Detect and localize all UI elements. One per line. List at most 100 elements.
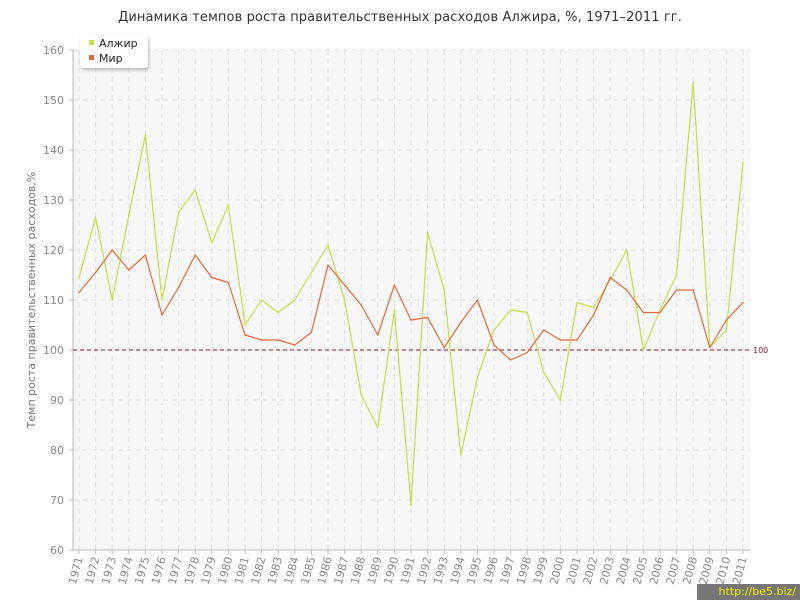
legend-item-world[interactable]: Мир — [89, 52, 123, 66]
data-point-algeria — [94, 216, 97, 219]
data-point-world — [443, 346, 446, 349]
data-point-world — [543, 329, 545, 331]
data-point-algeria — [128, 214, 130, 216]
data-point-algeria — [493, 329, 495, 331]
data-point-world — [609, 276, 611, 279]
data-point-world — [377, 334, 379, 336]
y-tick-label: 90 — [50, 394, 64, 407]
data-point-world — [626, 289, 628, 291]
data-point-world — [227, 281, 230, 284]
data-point-algeria — [260, 299, 263, 301]
data-point-algeria — [443, 289, 446, 291]
data-point-algeria — [742, 161, 744, 164]
data-point-world — [260, 339, 263, 341]
data-point-algeria — [211, 241, 213, 244]
data-point-algeria — [194, 189, 196, 191]
y-tick-label: 150 — [43, 94, 64, 107]
data-point-world — [327, 264, 329, 266]
data-point-algeria — [177, 211, 180, 214]
legend-label-algeria: Алжир — [99, 37, 138, 50]
data-point-world — [78, 291, 80, 294]
data-point-algeria — [310, 271, 313, 274]
data-point-algeria — [78, 276, 80, 279]
data-point-world — [476, 299, 479, 301]
data-point-world — [294, 344, 296, 346]
y-tick-label: 110 — [43, 294, 64, 307]
grid — [73, 49, 750, 551]
data-point-world — [493, 344, 495, 346]
data-point-world — [675, 289, 678, 291]
y-tick-label: 160 — [43, 44, 64, 57]
data-point-algeria — [642, 349, 645, 351]
data-point-algeria — [327, 244, 329, 246]
data-point-algeria — [227, 204, 230, 206]
data-point-world — [194, 254, 196, 256]
x-tick-label: 2011 — [730, 555, 750, 585]
data-point-world — [576, 339, 578, 341]
y-axis-label: Темп роста правительственных расходов,% — [25, 172, 38, 430]
y-tick-label: 130 — [43, 194, 64, 207]
data-point-algeria — [659, 309, 661, 311]
data-point-world — [360, 304, 363, 306]
legend-swatch-algeria — [89, 40, 94, 45]
data-point-world — [592, 314, 595, 316]
data-point-algeria — [526, 311, 528, 314]
legend-item-algeria[interactable]: Алжир — [89, 37, 138, 51]
data-point-algeria — [543, 371, 545, 374]
y-tick-label: 140 — [43, 144, 64, 157]
data-point-algeria — [277, 311, 280, 314]
data-point-world — [94, 271, 97, 274]
legend-swatch-world — [89, 55, 94, 60]
data-point-algeria — [725, 329, 728, 331]
data-point-algeria — [476, 376, 479, 379]
reference-line-label: 100 — [753, 346, 768, 355]
data-point-algeria — [410, 504, 412, 506]
data-point-algeria — [626, 249, 628, 251]
data-point-algeria — [144, 134, 147, 136]
data-point-world — [692, 289, 694, 291]
data-point-world — [659, 311, 661, 314]
axes — [69, 49, 750, 554]
data-point-world — [526, 351, 528, 354]
data-point-world — [509, 359, 512, 361]
data-point-world — [460, 321, 462, 324]
data-point-world — [111, 249, 113, 251]
data-point-world — [244, 334, 246, 336]
data-point-world — [277, 339, 280, 341]
data-point-algeria — [592, 306, 595, 309]
data-point-algeria — [244, 324, 246, 326]
data-point-world — [725, 319, 728, 321]
data-point-algeria — [576, 301, 578, 304]
series-group — [78, 81, 744, 506]
data-point-algeria — [294, 299, 296, 301]
data-point-algeria — [509, 309, 512, 311]
data-point-algeria — [377, 426, 379, 429]
legend: Алжир Мир — [80, 35, 148, 68]
chart-title: Динамика темпов роста правительственных … — [118, 10, 682, 25]
y-tick-label: 70 — [50, 494, 64, 507]
data-point-algeria — [343, 299, 346, 301]
y-tick-label: 100 — [43, 344, 64, 357]
data-point-world — [642, 311, 645, 314]
data-point-world — [310, 331, 313, 334]
data-point-world — [343, 284, 346, 286]
y-tick-label: 120 — [43, 244, 64, 257]
data-point-algeria — [675, 274, 678, 276]
data-point-world — [426, 316, 429, 319]
legend-label-world: Мир — [99, 52, 123, 65]
data-point-algeria — [161, 299, 163, 301]
data-point-world — [144, 254, 147, 256]
data-point-algeria — [460, 454, 462, 456]
data-point-algeria — [360, 394, 363, 396]
data-point-algeria — [111, 299, 113, 301]
watermark-link[interactable]: http://be5.biz/ — [697, 584, 800, 600]
data-point-world — [410, 319, 412, 321]
data-point-algeria — [559, 399, 562, 401]
data-point-world — [742, 301, 744, 304]
data-point-world — [393, 284, 396, 286]
data-point-world — [709, 346, 711, 349]
data-point-world — [559, 339, 562, 341]
data-point-world — [161, 314, 163, 316]
data-point-algeria — [393, 309, 396, 311]
